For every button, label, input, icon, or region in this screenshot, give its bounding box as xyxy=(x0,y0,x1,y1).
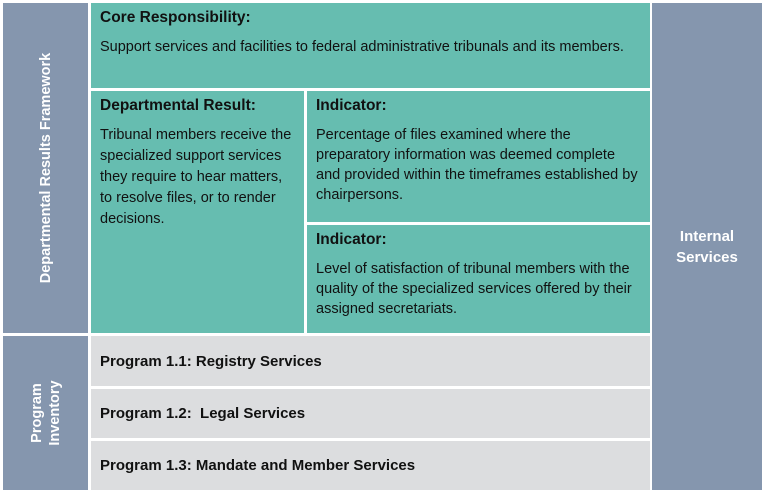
core-responsibility-box: Core Responsibility: Support services an… xyxy=(91,3,650,88)
indicator-text: Level of satisfaction of tribunal member… xyxy=(316,261,632,317)
departmental-result-box: Departmental Result: Tribunal members re… xyxy=(91,91,304,333)
indicator-box-2: Indicator: Level of satisfaction of trib… xyxy=(307,225,650,333)
indicator-title: Indicator: xyxy=(316,97,387,114)
program-row: Program 1.1: Registry Services xyxy=(91,336,650,386)
program-label: Program 1.3: Mandate and Member Services xyxy=(100,457,416,474)
core-text: Support services and facilities to feder… xyxy=(100,39,624,55)
inventory-label-box: Program Inventory xyxy=(3,336,88,490)
program-row: Program 1.3: Mandate and Member Services xyxy=(91,441,650,490)
framework-label: Departmental Results Framework xyxy=(37,52,54,284)
result-text: Tribunal members receive the specialized… xyxy=(100,127,292,227)
inventory-label: Program Inventory xyxy=(28,380,63,446)
program-label: Program 1.2: Legal Services xyxy=(100,405,306,422)
indicator-title: Indicator: xyxy=(316,231,387,248)
program-row: Program 1.2: Legal Services xyxy=(91,389,650,438)
result-title: Departmental Result: xyxy=(100,97,256,114)
internal-services-label: Internal Services xyxy=(676,227,738,266)
indicator-text: Percentage of files examined where the p… xyxy=(316,127,638,203)
core-title: Core Responsibility: xyxy=(100,9,251,26)
framework-label-box: Departmental Results Framework xyxy=(3,3,88,333)
indicator-box-1: Indicator: Percentage of files examined … xyxy=(307,91,650,222)
internal-services-box: Internal Services xyxy=(652,3,762,490)
program-label: Program 1.1: Registry Services xyxy=(100,352,322,370)
